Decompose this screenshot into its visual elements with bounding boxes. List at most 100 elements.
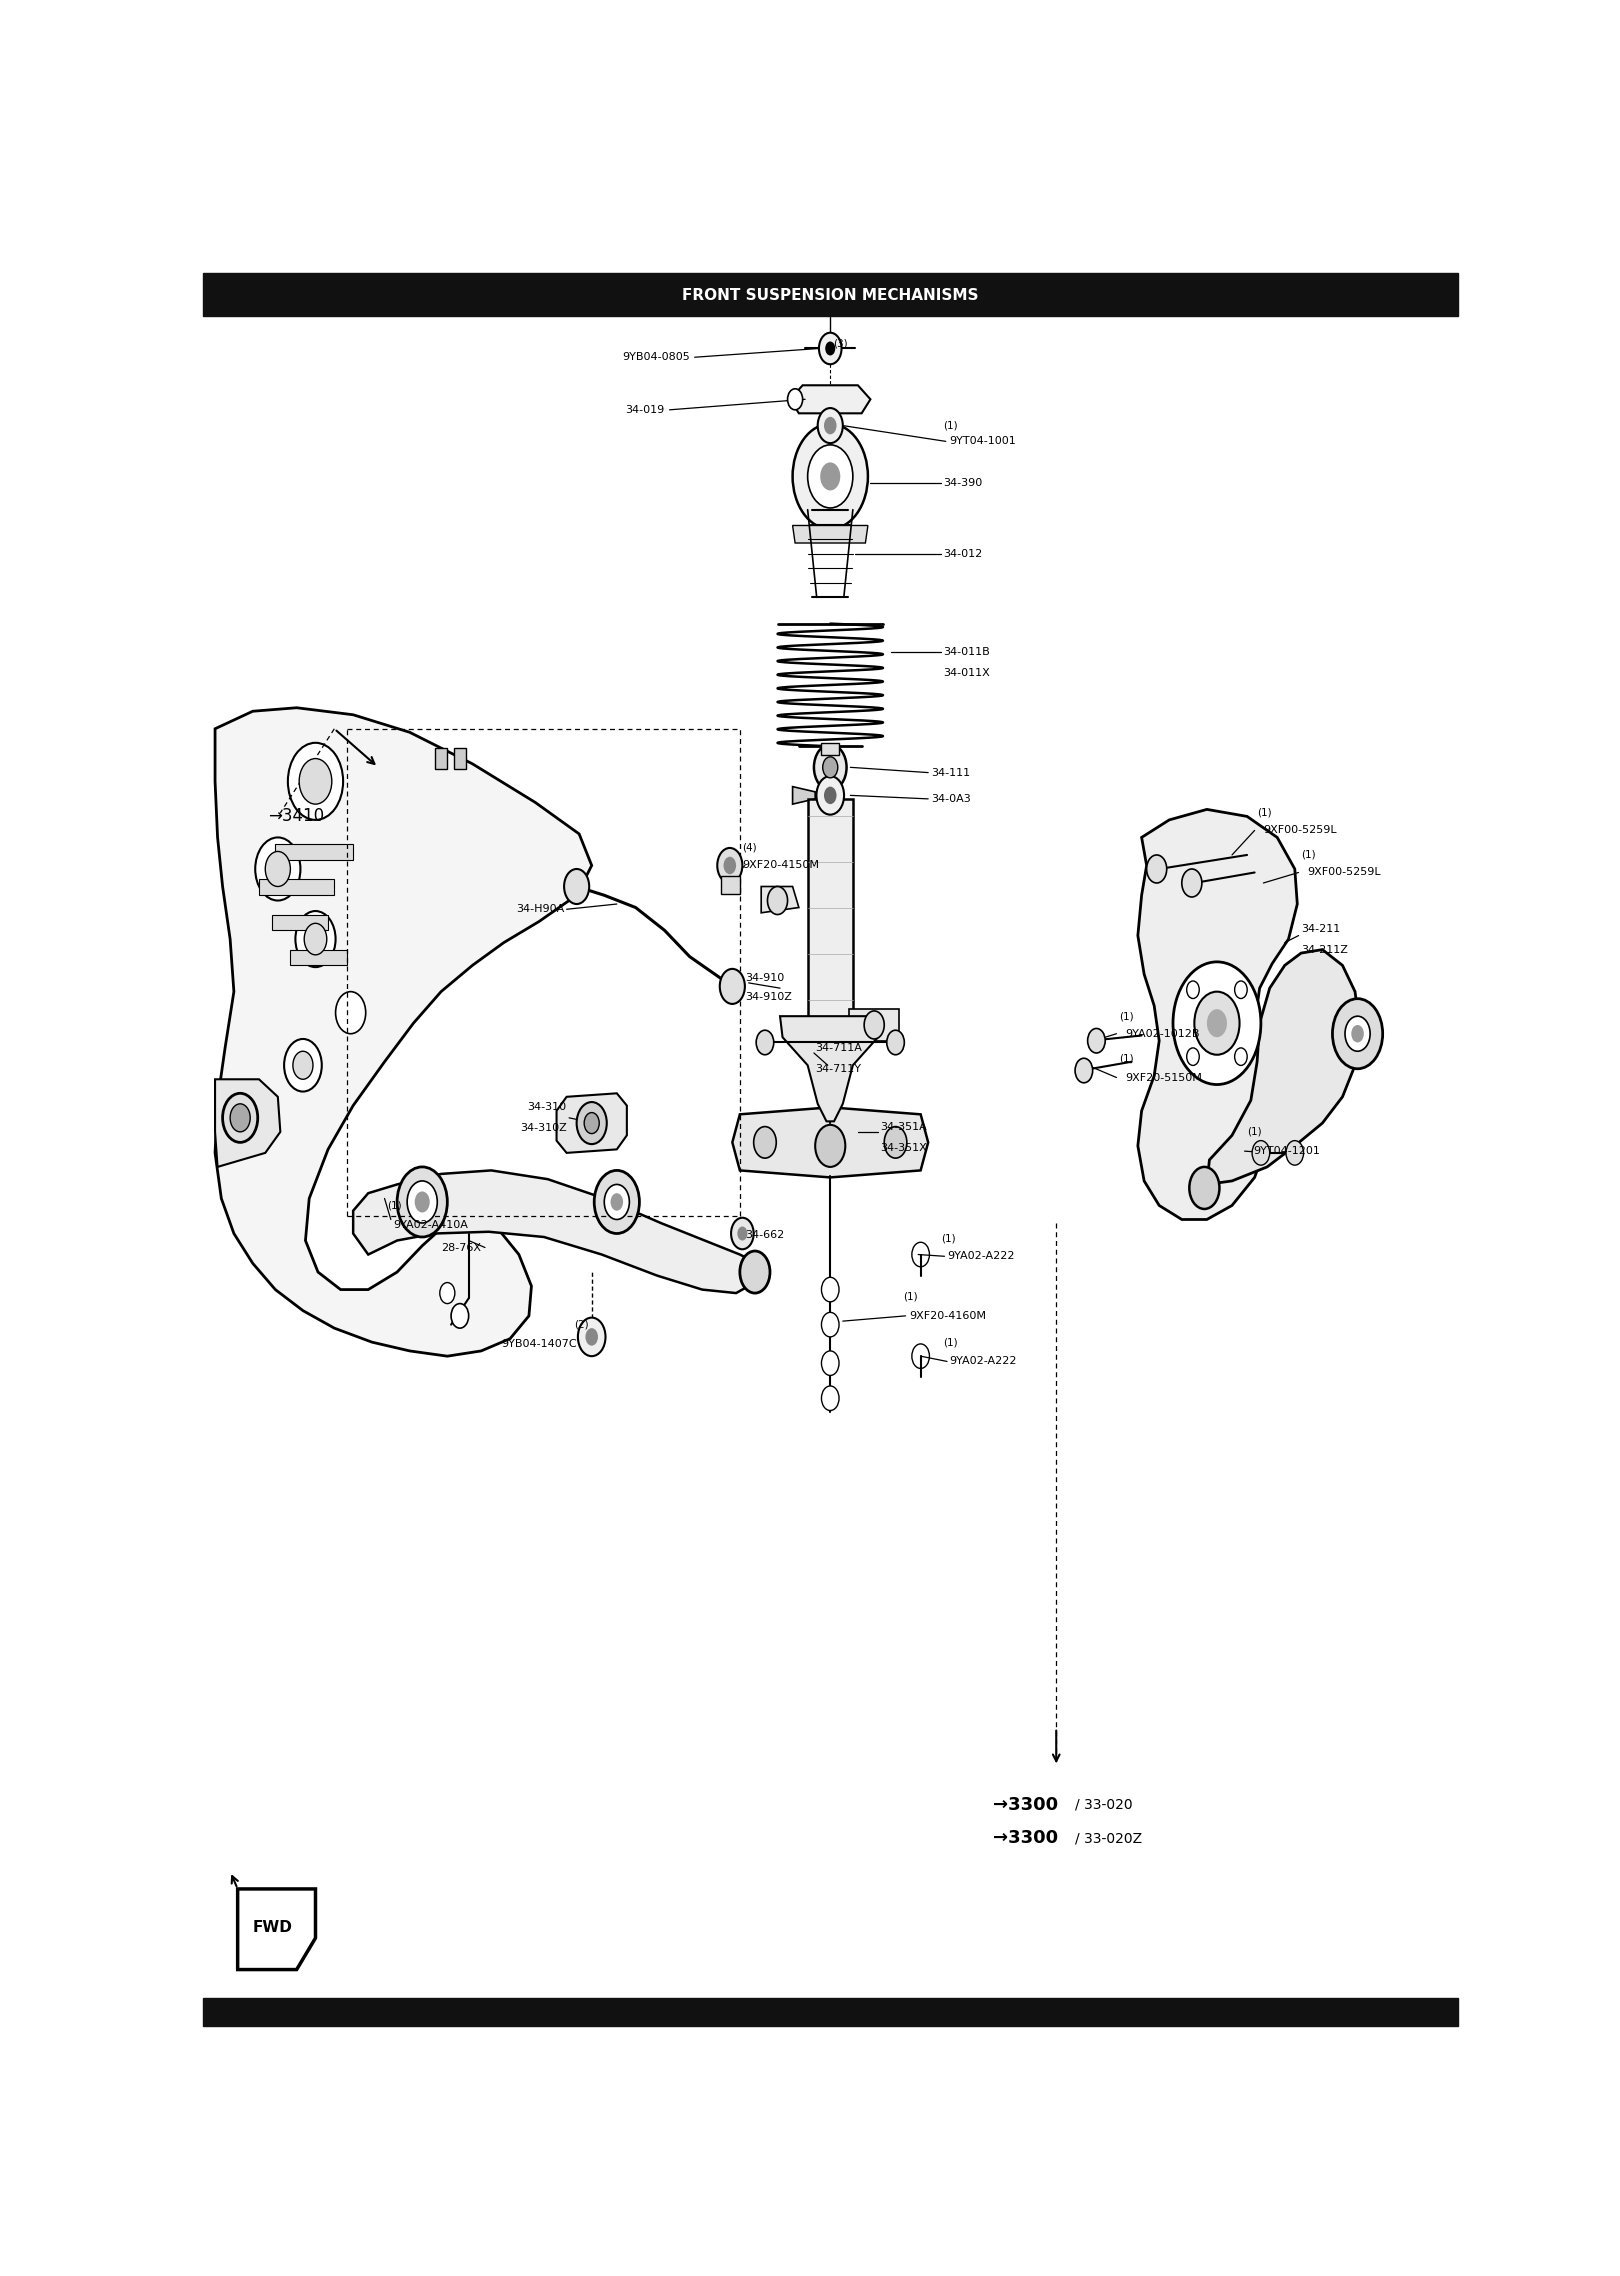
Text: 9YA02-1012B: 9YA02-1012B	[1126, 1029, 1200, 1038]
Circle shape	[578, 1318, 606, 1356]
Bar	[821, 742, 839, 756]
Bar	[808, 799, 852, 1017]
Bar	[721, 876, 740, 894]
Text: 34-910Z: 34-910Z	[745, 992, 792, 1001]
Polygon shape	[1207, 949, 1361, 1184]
Circle shape	[816, 776, 844, 815]
Circle shape	[825, 417, 836, 435]
Text: 34-211Z: 34-211Z	[1301, 945, 1348, 954]
Text: 9XF00-5259L: 9XF00-5259L	[1307, 867, 1380, 879]
Circle shape	[1234, 1047, 1247, 1065]
Polygon shape	[781, 1015, 881, 1122]
Circle shape	[753, 1127, 776, 1158]
Text: 34-0A3: 34-0A3	[930, 794, 970, 803]
Circle shape	[1234, 981, 1247, 999]
Circle shape	[821, 1352, 839, 1375]
Text: 34-910: 34-910	[745, 972, 784, 983]
Text: (1): (1)	[1119, 1011, 1134, 1022]
Text: 34-011B: 34-011B	[943, 646, 990, 658]
Circle shape	[719, 970, 745, 1004]
Polygon shape	[792, 787, 815, 803]
Text: FWD: FWD	[253, 1921, 293, 1935]
Circle shape	[1252, 1140, 1270, 1165]
Text: (4): (4)	[742, 842, 757, 854]
Circle shape	[300, 758, 332, 803]
Text: 9YB04-0805: 9YB04-0805	[622, 353, 690, 362]
Bar	[259, 879, 334, 894]
Text: (1): (1)	[1247, 1127, 1262, 1136]
Circle shape	[1181, 869, 1202, 897]
Text: (1): (1)	[1257, 808, 1272, 817]
Circle shape	[1189, 1168, 1220, 1209]
Polygon shape	[1137, 810, 1298, 1220]
Circle shape	[823, 758, 838, 778]
Circle shape	[305, 924, 327, 956]
Circle shape	[450, 1304, 468, 1329]
Text: 9YT04-1001: 9YT04-1001	[949, 437, 1016, 446]
Text: (1): (1)	[387, 1199, 402, 1211]
Circle shape	[821, 1277, 839, 1302]
Circle shape	[230, 1104, 249, 1131]
Text: →3300: →3300	[993, 1796, 1058, 1814]
Circle shape	[813, 744, 847, 790]
Circle shape	[820, 462, 841, 489]
Text: (2): (2)	[575, 1320, 590, 1329]
Text: →3300: →3300	[993, 1830, 1058, 1848]
Text: 9YA02-A410A: 9YA02-A410A	[394, 1220, 468, 1229]
Circle shape	[1187, 1047, 1199, 1065]
Circle shape	[611, 1193, 624, 1211]
Text: 9YA02-A222: 9YA02-A222	[949, 1356, 1017, 1366]
Text: (1): (1)	[1301, 849, 1315, 860]
Circle shape	[1286, 1140, 1304, 1165]
Circle shape	[439, 1284, 455, 1304]
Text: 34-H90A: 34-H90A	[515, 904, 564, 915]
Text: 34-111: 34-111	[930, 767, 970, 778]
Circle shape	[724, 856, 735, 874]
Text: FRONT SUSPENSION MECHANISMS: FRONT SUSPENSION MECHANISMS	[682, 287, 978, 303]
Polygon shape	[791, 385, 870, 414]
Text: 34-011X: 34-011X	[943, 667, 990, 678]
Text: 34-310: 34-310	[528, 1102, 567, 1113]
Text: 9XF00-5259L: 9XF00-5259L	[1264, 826, 1336, 835]
Circle shape	[335, 992, 366, 1033]
Circle shape	[808, 444, 852, 508]
Circle shape	[912, 1243, 930, 1268]
Bar	[454, 749, 467, 769]
Text: 34-351A: 34-351A	[881, 1122, 927, 1131]
Polygon shape	[353, 1170, 758, 1293]
Circle shape	[256, 838, 300, 901]
Polygon shape	[849, 1008, 899, 1040]
Bar	[290, 949, 347, 965]
Circle shape	[792, 423, 868, 528]
Circle shape	[718, 849, 742, 883]
Text: 34-662: 34-662	[745, 1231, 784, 1240]
Circle shape	[1173, 963, 1260, 1086]
Polygon shape	[238, 1889, 316, 1969]
Circle shape	[768, 888, 787, 915]
Circle shape	[288, 742, 343, 819]
Circle shape	[912, 1343, 930, 1368]
Bar	[272, 915, 327, 931]
Circle shape	[757, 1031, 774, 1054]
Circle shape	[564, 869, 590, 904]
Circle shape	[787, 389, 802, 410]
Text: 9YB04-1407C: 9YB04-1407C	[501, 1338, 577, 1350]
Circle shape	[397, 1168, 447, 1238]
Circle shape	[825, 787, 836, 803]
Circle shape	[1345, 1015, 1371, 1052]
Circle shape	[1194, 992, 1239, 1054]
Circle shape	[820, 1127, 841, 1158]
Circle shape	[820, 332, 841, 364]
Circle shape	[266, 851, 290, 888]
Text: 9XF20-5150M: 9XF20-5150M	[1126, 1072, 1202, 1083]
Polygon shape	[792, 526, 868, 544]
Circle shape	[821, 1313, 839, 1336]
Circle shape	[1351, 1024, 1364, 1042]
Text: 34-211: 34-211	[1301, 924, 1340, 933]
Circle shape	[1187, 981, 1199, 999]
Circle shape	[740, 1252, 770, 1293]
Circle shape	[595, 1170, 640, 1234]
Circle shape	[1147, 856, 1166, 883]
Bar	[434, 749, 447, 769]
Circle shape	[825, 341, 836, 355]
